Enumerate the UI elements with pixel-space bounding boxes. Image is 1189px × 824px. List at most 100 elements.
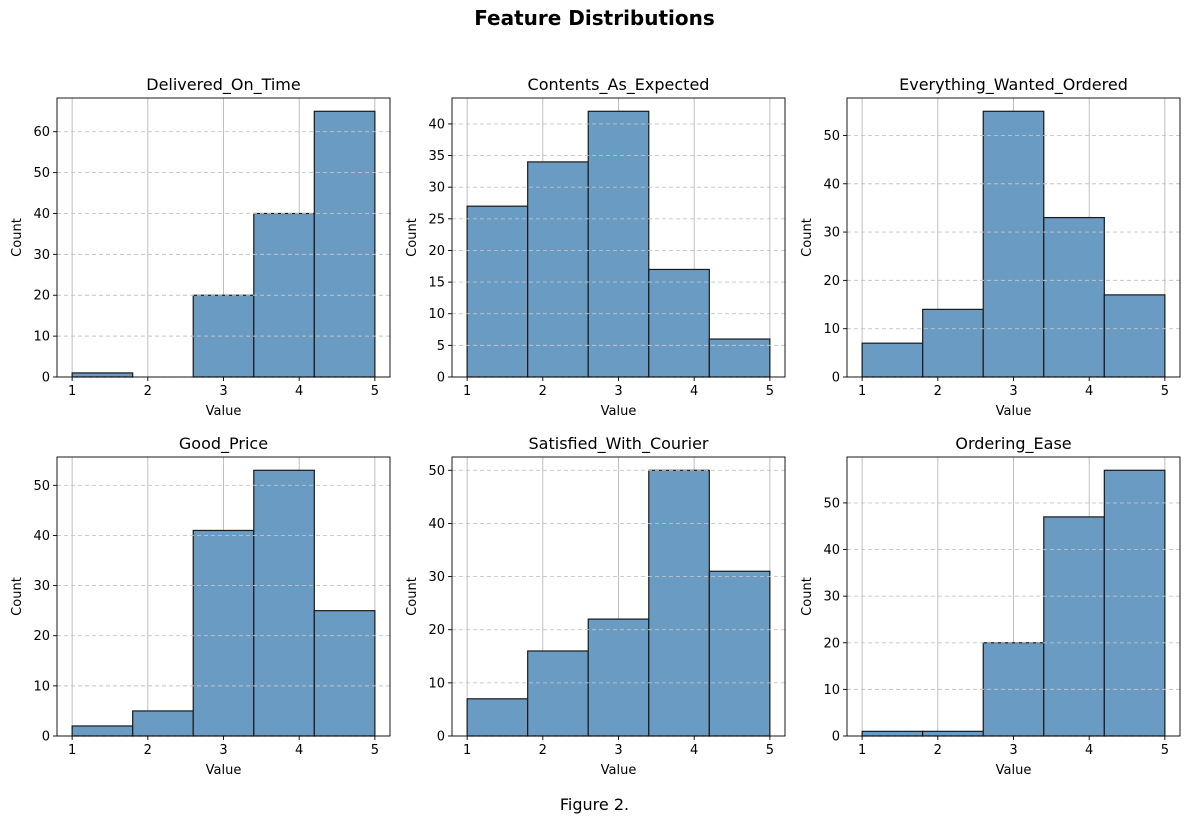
x-axis-label: Value xyxy=(996,404,1032,419)
x-tick-label: 4 xyxy=(690,743,698,758)
x-tick-label: 4 xyxy=(295,384,303,399)
x-tick-label: 2 xyxy=(934,743,942,758)
x-tick-label: 2 xyxy=(539,743,547,758)
y-tick-label: 40 xyxy=(33,529,50,544)
x-tick-label: 1 xyxy=(68,743,76,758)
x-tick-label: 5 xyxy=(371,384,379,399)
x-tick-label: 3 xyxy=(614,384,622,399)
histogram-bar xyxy=(192,294,255,378)
y-tick-label: 0 xyxy=(437,371,445,386)
panel-title: Good_Price xyxy=(179,434,268,454)
y-tick-label: 50 xyxy=(33,479,50,494)
histogram-bar xyxy=(861,342,924,378)
y-tick-label: 20 xyxy=(823,636,840,651)
panel-title: Contents_As_Expected xyxy=(528,75,710,95)
x-tick-label: 3 xyxy=(219,743,227,758)
x-axis-label: Value xyxy=(601,763,637,778)
histogram-bar xyxy=(982,110,1045,378)
y-tick-label: 0 xyxy=(832,730,840,745)
y-tick-label: 50 xyxy=(823,129,840,144)
x-tick-label: 1 xyxy=(858,743,866,758)
x-tick-label: 5 xyxy=(1161,743,1169,758)
x-tick-label: 2 xyxy=(934,384,942,399)
y-tick-label: 10 xyxy=(428,307,445,322)
y-tick-label: 40 xyxy=(428,517,445,532)
y-tick-label: 35 xyxy=(428,149,445,164)
x-tick-label: 1 xyxy=(858,384,866,399)
y-tick-label: 30 xyxy=(823,590,840,605)
y-tick-label: 50 xyxy=(33,166,50,181)
histogram-bar xyxy=(648,268,710,378)
histogram-bar xyxy=(466,698,529,737)
x-tick-label: 4 xyxy=(295,743,303,758)
histogram-bar xyxy=(313,110,376,378)
x-tick-label: 3 xyxy=(1009,743,1017,758)
histogram-bar xyxy=(1103,469,1166,737)
x-tick-label: 2 xyxy=(539,384,547,399)
histogram-bar xyxy=(1103,294,1166,378)
x-tick-label: 3 xyxy=(614,743,622,758)
x-tick-label: 5 xyxy=(371,743,379,758)
y-tick-label: 10 xyxy=(823,683,840,698)
histogram-bar xyxy=(708,338,771,378)
histogram-bar xyxy=(922,308,984,378)
y-axis-label: Count xyxy=(800,577,815,616)
histogram-bar xyxy=(587,110,650,378)
y-axis-label: Count xyxy=(405,577,420,616)
histogram-bar xyxy=(982,642,1045,737)
y-tick-label: 30 xyxy=(823,226,840,241)
y-axis-label: Count xyxy=(10,218,25,257)
y-tick-label: 50 xyxy=(428,464,445,479)
y-tick-label: 0 xyxy=(437,730,445,745)
x-tick-label: 3 xyxy=(1009,384,1017,399)
histogram-bar xyxy=(466,205,529,378)
panel-title: Everything_Wanted_Ordered xyxy=(899,75,1128,95)
y-tick-label: 20 xyxy=(428,244,445,259)
y-tick-label: 40 xyxy=(33,207,50,222)
x-axis-label: Value xyxy=(206,404,242,419)
y-tick-label: 25 xyxy=(428,212,445,227)
y-tick-label: 15 xyxy=(428,276,445,291)
histogram-bar xyxy=(708,570,771,737)
panel-title: Satisfied_With_Courier xyxy=(529,434,709,454)
histogram-bar xyxy=(71,372,134,378)
x-tick-label: 1 xyxy=(463,384,471,399)
x-tick-label: 2 xyxy=(144,743,152,758)
y-tick-label: 10 xyxy=(428,676,445,691)
x-axis-label: Value xyxy=(206,763,242,778)
histogram-bar xyxy=(648,469,710,737)
y-tick-label: 40 xyxy=(823,177,840,192)
histogram-bar xyxy=(1043,216,1105,378)
y-tick-label: 60 xyxy=(33,125,50,140)
histogram-bar xyxy=(861,730,924,737)
y-tick-label: 0 xyxy=(832,371,840,386)
y-tick-label: 40 xyxy=(428,117,445,132)
panel-title: Delivered_On_Time xyxy=(146,75,300,95)
y-tick-label: 50 xyxy=(823,496,840,511)
histogram-bar xyxy=(192,529,255,737)
y-tick-label: 30 xyxy=(428,570,445,585)
histogram-bar xyxy=(71,725,134,737)
y-axis-label: Count xyxy=(10,577,25,616)
x-tick-label: 1 xyxy=(68,384,76,399)
y-tick-label: 10 xyxy=(33,679,50,694)
x-axis-label: Value xyxy=(996,763,1032,778)
y-tick-label: 20 xyxy=(33,289,50,304)
histogram-bar xyxy=(922,730,984,737)
y-axis-label: Count xyxy=(405,218,420,257)
y-tick-label: 30 xyxy=(33,248,50,263)
y-tick-label: 40 xyxy=(823,543,840,558)
y-tick-label: 0 xyxy=(42,371,50,386)
y-tick-label: 30 xyxy=(428,181,445,196)
y-tick-label: 10 xyxy=(33,330,50,345)
x-tick-label: 5 xyxy=(766,743,774,758)
y-tick-label: 10 xyxy=(823,322,840,337)
x-tick-label: 4 xyxy=(1085,384,1093,399)
x-axis-label: Value xyxy=(601,404,637,419)
y-tick-label: 20 xyxy=(823,274,840,289)
y-tick-label: 20 xyxy=(33,629,50,644)
